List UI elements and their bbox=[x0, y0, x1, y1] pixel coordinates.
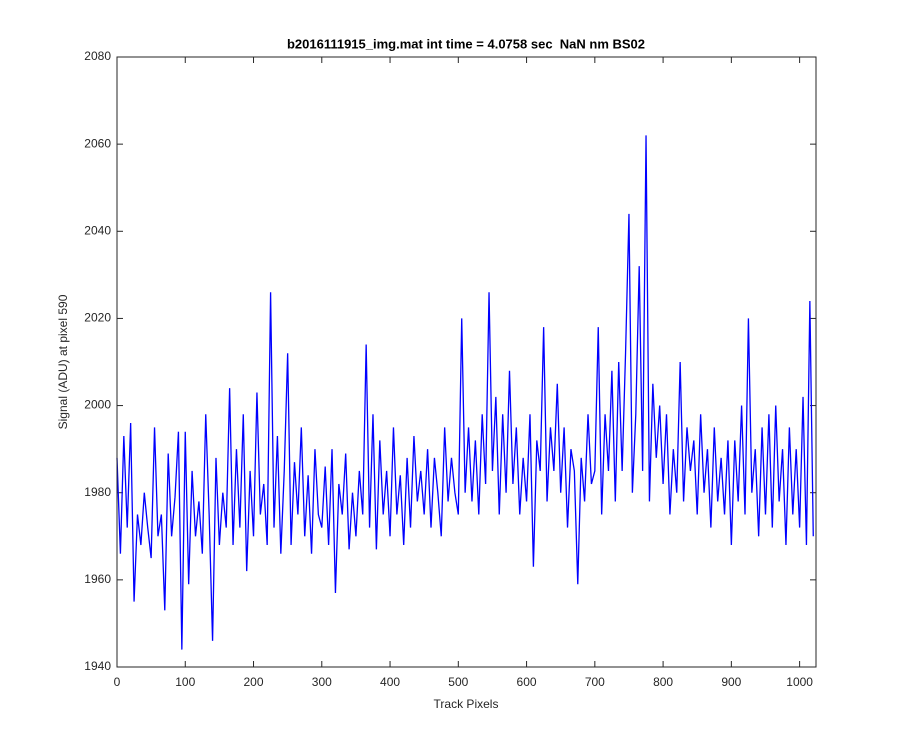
x-tick-label: 700 bbox=[585, 675, 605, 689]
plot-area bbox=[117, 57, 816, 667]
y-tick-label: 2040 bbox=[84, 223, 111, 237]
x-tick-label: 900 bbox=[721, 675, 741, 689]
x-tick-label: 1000 bbox=[786, 675, 813, 689]
y-tick-label: 1980 bbox=[84, 485, 111, 499]
data-line bbox=[116, 135, 814, 650]
x-axis-label: Track Pixels bbox=[434, 697, 499, 711]
x-tick-label: 300 bbox=[312, 675, 332, 689]
x-tick-label: 200 bbox=[244, 675, 264, 689]
y-tick-label: 2080 bbox=[84, 49, 111, 63]
plot-frame bbox=[116, 56, 817, 668]
y-axis-label: Signal (ADU) at pixel 590 bbox=[56, 294, 70, 429]
y-tick-label: 2020 bbox=[84, 311, 111, 325]
x-tick-label: 0 bbox=[114, 675, 121, 689]
y-tick-label: 2000 bbox=[84, 398, 111, 412]
y-tick-label: 1960 bbox=[84, 572, 111, 586]
x-tick-label: 500 bbox=[448, 675, 468, 689]
x-tick-label: 800 bbox=[653, 675, 673, 689]
chart-title: b2016111915_img.mat int time = 4.0758 se… bbox=[287, 36, 645, 51]
x-tick-label: 100 bbox=[175, 675, 195, 689]
y-tick-label: 1940 bbox=[84, 659, 111, 673]
x-tick-label: 400 bbox=[380, 675, 400, 689]
y-tick-label: 2060 bbox=[84, 136, 111, 150]
x-tick-label: 600 bbox=[517, 675, 537, 689]
